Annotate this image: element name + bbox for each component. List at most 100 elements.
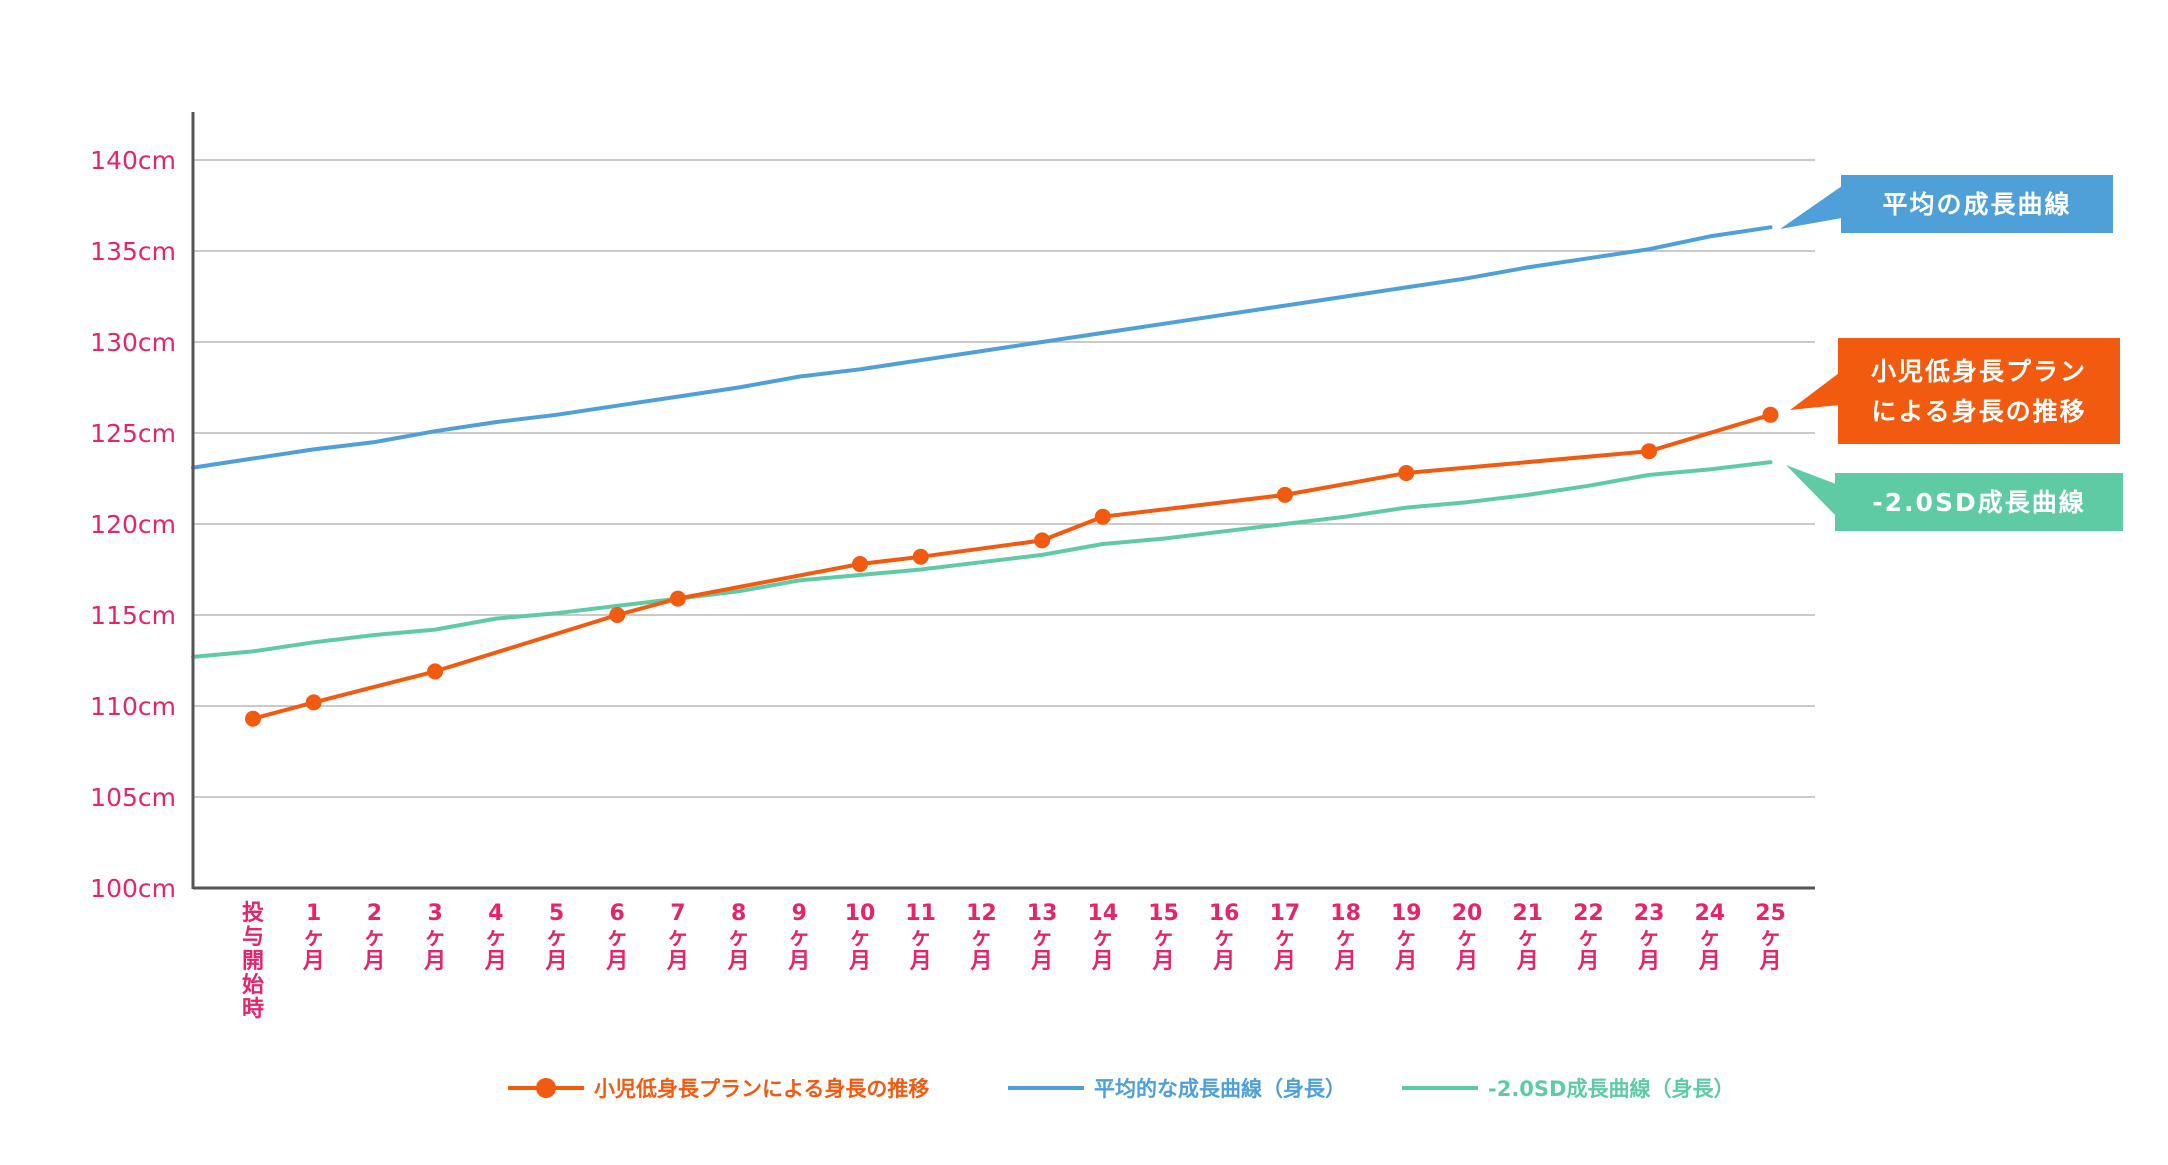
series-1-point-17 [1276, 486, 1293, 503]
x-tick-12-line-1: ヶ [970, 925, 992, 950]
x-tick-0-line-2: 開 [242, 949, 264, 974]
x-tick-14-line-0: 14 [1087, 901, 1118, 926]
series-1-point-0 [245, 710, 261, 727]
x-tick-3: 3ヶ月 [423, 901, 446, 974]
x-tick-9-line-2: 月 [787, 949, 810, 974]
x-tick-22-line-2: 月 [1576, 949, 1599, 974]
x-tick-6-line-0: 6 [610, 901, 625, 926]
x-tick-4-line-1: ヶ [485, 925, 507, 950]
legend-item-0: 小児低身長プランによる身長の推移 [508, 1077, 929, 1101]
x-tick-9: 9ヶ月 [787, 901, 810, 974]
y-tick-115: 115cm [90, 601, 176, 630]
x-tick-7-line-2: 月 [666, 949, 689, 974]
legend-label-0: 小児低身長プランによる身長の推移 [594, 1077, 929, 1101]
x-axis-tick-labels: 投与開始時1ヶ月2ヶ月3ヶ月4ヶ月5ヶ月6ヶ月7ヶ月8ヶ月9ヶ月10ヶ月11ヶ月… [242, 901, 1786, 1022]
x-tick-14-line-1: ヶ [1092, 925, 1114, 950]
x-tick-19-line-2: 月 [1394, 949, 1417, 974]
x-tick-5-line-0: 5 [549, 901, 564, 926]
callout-pointer-0 [1780, 186, 1842, 229]
x-tick-16-line-0: 16 [1209, 901, 1240, 926]
x-tick-2: 2ヶ月 [362, 901, 385, 974]
x-tick-18-line-2: 月 [1334, 949, 1357, 974]
x-tick-18-line-0: 18 [1330, 901, 1361, 926]
series-layer [191, 225, 1779, 727]
x-tick-3-line-1: ヶ [424, 925, 446, 950]
legend: 小児低身長プランによる身長の推移 平均的な成長曲線（身長） -2.0SD成長曲線（身… [508, 1077, 1734, 1101]
x-tick-2-line-2: 月 [362, 949, 385, 974]
x-tick-7-line-0: 7 [670, 901, 685, 926]
y-tick-130: 130cm [90, 328, 176, 357]
y-tick-140: 140cm [90, 146, 176, 175]
x-tick-0-line-3: 始 [242, 972, 264, 998]
x-tick-5: 5ヶ月 [544, 901, 567, 974]
x-tick-24-line-0: 24 [1694, 901, 1725, 926]
y-tick-100: 100cm [90, 874, 176, 903]
x-tick-20-line-2: 月 [1455, 949, 1478, 974]
x-tick-19-line-0: 19 [1391, 901, 1422, 926]
x-tick-12-line-2: 月 [969, 949, 992, 974]
x-tick-19-line-1: ヶ [1395, 925, 1417, 950]
x-tick-10-line-2: 月 [848, 949, 871, 974]
x-tick-2-line-1: ヶ [363, 925, 385, 950]
callout-box-1 [1836, 336, 2122, 446]
y-tick-105: 105cm [90, 783, 176, 812]
x-tick-2-line-0: 2 [367, 901, 382, 926]
x-tick-16-line-2: 月 [1212, 949, 1235, 974]
x-tick-3-line-0: 3 [427, 901, 442, 926]
x-tick-7: 7ヶ月 [666, 901, 689, 974]
x-tick-11-line-0: 11 [905, 901, 936, 926]
callout-1-line-1: による身長の推移 [1871, 397, 2086, 426]
x-tick-17-line-0: 17 [1270, 901, 1301, 926]
legend-item-1: 平均的な成長曲線（身長） [1008, 1077, 1346, 1101]
x-tick-6-line-2: 月 [605, 949, 628, 974]
legend-label-2: -2.0SD成長曲線（身長） [1488, 1077, 1734, 1101]
x-tick-21-line-2: 月 [1516, 949, 1539, 974]
x-tick-15-line-1: ヶ [1152, 925, 1174, 950]
callout-pointer-1 [1790, 373, 1839, 410]
y-tick-125: 125cm [90, 419, 176, 448]
y-tick-110: 110cm [90, 692, 176, 721]
x-tick-20-line-0: 20 [1452, 901, 1483, 926]
x-tick-9-line-1: ヶ [788, 925, 810, 950]
callout-2-line-0: -2.0SD成長曲線 [1872, 488, 2085, 517]
x-tick-8-line-1: ヶ [728, 925, 750, 950]
series-1-point-13 [1034, 532, 1051, 549]
series-1-point-23 [1641, 443, 1658, 460]
x-tick-10-line-1: ヶ [849, 925, 871, 950]
x-tick-12-line-0: 12 [966, 901, 997, 926]
callout-1-line-0: 小児低身長プラン [1871, 357, 2087, 386]
callout-0-line-0: 平均の成長曲線 [1882, 190, 2071, 219]
x-tick-17-line-1: ヶ [1274, 925, 1296, 950]
series-1-point-3 [427, 663, 444, 680]
series-line-1 [251, 412, 1773, 721]
legend-marker-0 [536, 1078, 556, 1098]
x-tick-6: 6ヶ月 [605, 901, 628, 974]
x-tick-25-line-0: 25 [1755, 901, 1786, 926]
x-tick-25-line-1: ヶ [1759, 925, 1781, 950]
y-axis-tick-labels: 100cm 105cm 110cm 115cm 120cm 125cm 130cm 135cm… [90, 146, 176, 903]
y-tick-120: 120cm [90, 510, 176, 539]
x-tick-1-line-0: 1 [306, 901, 321, 926]
x-tick-0-line-1: 与 [242, 925, 264, 950]
x-tick-21-line-0: 21 [1512, 901, 1543, 926]
x-tick-13-line-0: 13 [1027, 901, 1058, 926]
x-tick-1: 1ヶ月 [302, 901, 325, 974]
x-tick-5-line-1: ヶ [545, 925, 567, 950]
legend-label-1: 平均的な成長曲線（身長） [1094, 1077, 1346, 1101]
series-1-point-1 [305, 694, 322, 711]
x-tick-20-line-1: ヶ [1456, 925, 1478, 950]
x-tick-14-line-2: 月 [1091, 949, 1114, 974]
series-1-point-14 [1094, 508, 1111, 525]
x-tick-15-line-0: 15 [1148, 901, 1179, 926]
